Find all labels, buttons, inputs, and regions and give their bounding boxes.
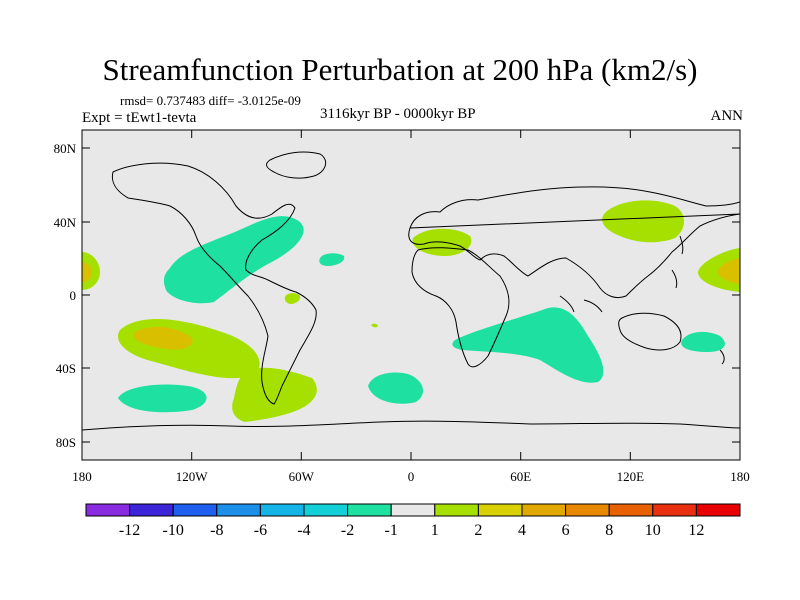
colorbar-swatch	[695, 503, 741, 517]
colorbar-label: -8	[210, 522, 223, 539]
anomaly-region-amazon	[284, 293, 301, 304]
colorbar-label: 12	[688, 522, 704, 539]
lon-label-60W: 60W	[289, 469, 315, 484]
lon-label-180e: 180	[730, 469, 750, 484]
colorbar-label: 1	[431, 522, 439, 539]
season-label: ANN	[710, 108, 744, 124]
colorbar-swatch	[608, 503, 654, 517]
lon-label-180w: 180	[72, 469, 92, 484]
colorbar-swatch	[259, 503, 305, 517]
anomaly-region-north-atlantic-small	[319, 253, 345, 266]
colorbar-swatch	[303, 503, 349, 517]
anomaly-region-australia	[681, 331, 725, 352]
coastlines	[82, 151, 740, 431]
colorbar-swatch	[652, 503, 697, 517]
period-label: 3116kyr BP - 0000kyr BP	[320, 106, 476, 122]
colorbar-label: -2	[341, 522, 354, 539]
colorbar-label: 2	[474, 522, 482, 539]
lat-label-40N: 40N	[54, 215, 77, 230]
colorbar-swatch	[172, 503, 218, 517]
lat-label-40S: 40S	[56, 361, 76, 376]
lon-label-120W: 120W	[176, 469, 209, 484]
anomaly-region-south-atlantic	[232, 367, 317, 422]
lon-label-120E: 120E	[617, 469, 645, 484]
colorbar-swatch	[565, 503, 610, 517]
anomaly-region-indian-ocean	[452, 307, 604, 383]
anomaly-region-east-pacific-core	[718, 258, 740, 284]
colorbar-swatch	[434, 503, 479, 517]
chart-title: Streamfunction Perturbation at 200 hPa (…	[102, 52, 698, 87]
colorbar-swatch	[216, 503, 261, 517]
anomaly-region-east-asia	[602, 200, 685, 243]
colorbar-swatch	[521, 503, 567, 517]
colorbar-label: 8	[605, 522, 613, 539]
colorbar-label: 4	[518, 522, 526, 539]
colorbar-label: 6	[562, 522, 570, 539]
stats-text: rmsd= 0.737483 diff= -3.0125e-09	[120, 93, 301, 108]
lat-label-80N: 80N	[54, 141, 77, 156]
lat-label-80S: 80S	[56, 435, 76, 450]
colorbar-label: -6	[254, 522, 267, 539]
anomaly-region-west-pacific-core	[82, 262, 92, 282]
colorbar-label: -12	[119, 522, 140, 539]
experiment-label: Expt = tEwt1-tevta	[82, 110, 197, 126]
lat-label-0: 0	[70, 288, 77, 303]
colorbar-label: -4	[297, 522, 310, 539]
colorbar-swatch	[85, 503, 131, 517]
lat-axis	[82, 147, 740, 443]
colorbar-swatch	[390, 503, 436, 517]
lon-axis	[81, 130, 741, 460]
colorbar-label: 10	[645, 522, 661, 539]
anomaly-region-south-atlantic-trough	[368, 372, 423, 404]
colorbar-label: -10	[163, 522, 184, 539]
anomaly-region-south-pacific	[118, 384, 207, 413]
anomaly-region-atlantic-trough	[163, 216, 304, 304]
anomaly-region-central-pacific-core	[133, 326, 193, 350]
lon-label-0: 0	[408, 469, 415, 484]
colorbar-label: -1	[385, 522, 398, 539]
colorbar-swatch	[477, 503, 523, 517]
colorbar-swatch	[129, 503, 174, 517]
colorbar: -12 -10 -8 -6 -4 -2 -1 1 2 4 6 8 10 12	[85, 503, 741, 539]
lon-label-60E: 60E	[510, 469, 531, 484]
anomaly-region-equatorial-atlantic	[371, 323, 378, 328]
colorbar-swatch	[347, 503, 392, 517]
